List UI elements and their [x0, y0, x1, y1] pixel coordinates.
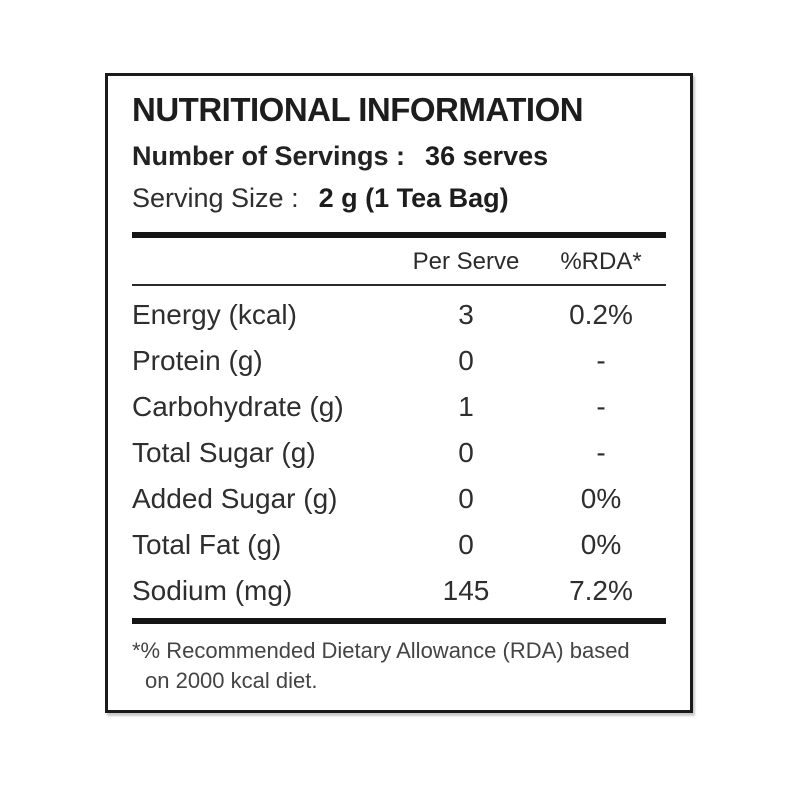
per-serve-value: 0: [458, 529, 474, 560]
footnote-line-1: *% Recommended Dietary Allowance (RDA) b…: [132, 638, 630, 663]
nutrient-name: Sodium (mg): [132, 575, 293, 606]
table-row-protein: Protein (g) 0 -: [132, 338, 666, 384]
per-serve-value: 0: [458, 345, 474, 376]
nutrient-name: Added Sugar (g): [132, 483, 338, 514]
rda-value: -: [596, 391, 606, 422]
nutrient-name: Total Fat (g): [132, 529, 282, 560]
per-serve-value: 0: [458, 437, 474, 468]
servings-line: Number of Servings : 36 serves: [132, 140, 666, 172]
rda-value: 0%: [580, 483, 622, 514]
nutrient-name: Carbohydrate (g): [132, 391, 344, 422]
header-rda: %RDA*: [560, 248, 642, 275]
nutrition-label: NUTRITIONAL INFORMATION Number of Servin…: [105, 73, 693, 713]
nutrient-name: Energy (kcal): [132, 299, 297, 330]
serving-size-line: Serving Size : 2 g (1 Tea Bag): [132, 182, 666, 214]
table-row-carbohydrate: Carbohydrate (g) 1 -: [132, 384, 666, 430]
table-row-total-fat: Total Fat (g) 0 0%: [132, 522, 666, 568]
header-per-serve: Per Serve: [412, 248, 520, 275]
footnote-line-2: on 2000 kcal diet.: [145, 668, 318, 693]
divider-thin-header: [132, 284, 666, 286]
per-serve-value: 3: [458, 299, 474, 330]
table-body: Energy (kcal) 3 0.2% Protein (g) 0 - Car…: [132, 292, 666, 614]
nutrient-name: Protein (g): [132, 345, 263, 376]
rda-value: 7.2%: [569, 575, 633, 606]
table-row-sodium: Sodium (mg) 145 7.2%: [132, 568, 666, 614]
per-serve-value: 145: [442, 575, 490, 606]
table-row-energy: Energy (kcal) 3 0.2%: [132, 292, 666, 338]
serving-size-value: 2 g (1 Tea Bag): [318, 183, 509, 213]
table-row-total-sugar: Total Sugar (g) 0 -: [132, 430, 666, 476]
per-serve-value: 1: [458, 391, 474, 422]
serving-size-label: Serving Size :: [132, 183, 299, 213]
rda-value: 0.2%: [569, 299, 633, 330]
rda-value: -: [596, 345, 606, 376]
per-serve-value: 0: [458, 483, 474, 514]
rda-footnote: *% Recommended Dietary Allowance (RDA) b…: [132, 636, 666, 696]
table-header-row: Per Serve %RDA*: [132, 238, 666, 284]
nutrient-name: Total Sugar (g): [132, 437, 316, 468]
divider-thick-bottom: [132, 618, 666, 624]
divider-thick-top: [132, 232, 666, 238]
rda-value: 0%: [580, 529, 622, 560]
servings-label: Number of Servings :: [132, 141, 406, 171]
servings-value: 36 serves: [425, 141, 549, 171]
rda-value: -: [596, 437, 606, 468]
table-row-added-sugar: Added Sugar (g) 0 0%: [132, 476, 666, 522]
label-title: NUTRITIONAL INFORMATION: [132, 91, 584, 128]
